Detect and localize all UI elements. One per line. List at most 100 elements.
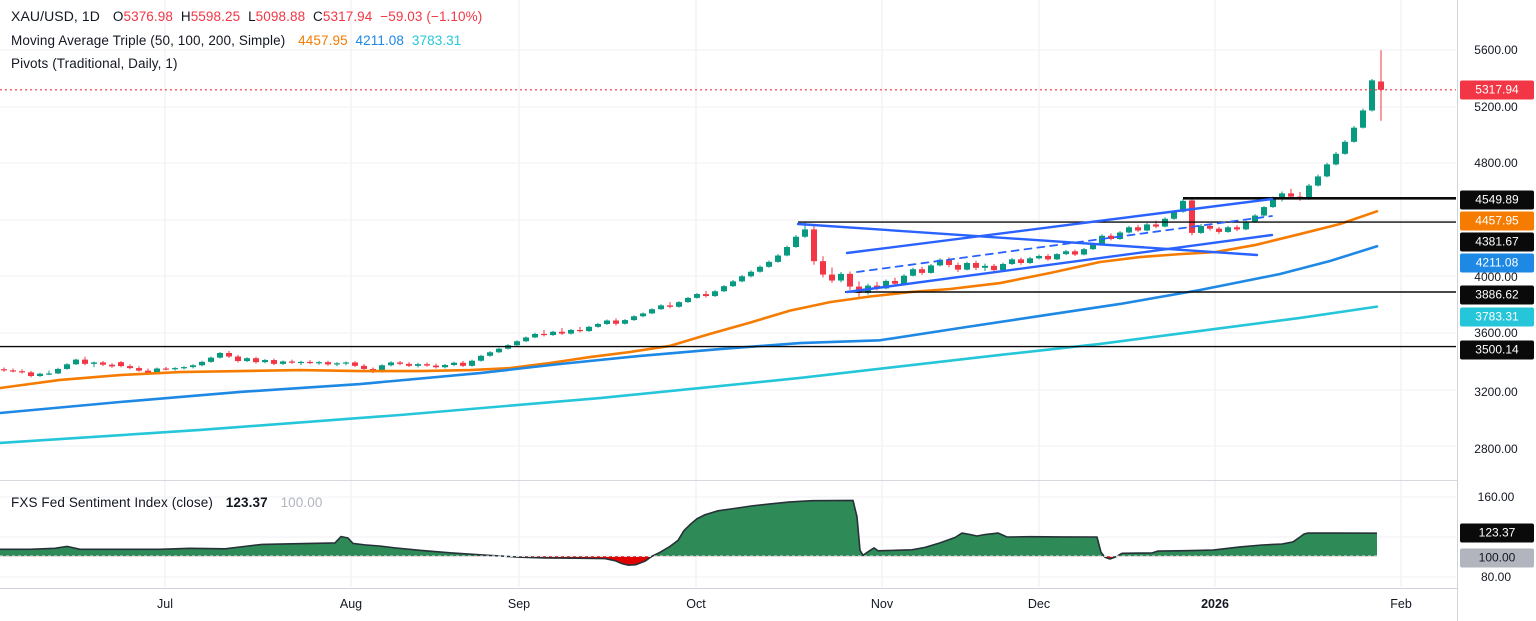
candle: [235, 354, 241, 363]
candle: [559, 327, 565, 336]
candle: [190, 364, 196, 369]
price-chart-canvas[interactable]: [0, 0, 1457, 621]
candle: [955, 262, 961, 273]
pivots-indicator-title[interactable]: Pivots (Traditional, Daily, 1): [11, 56, 178, 71]
candle: [901, 274, 907, 285]
candle: [415, 362, 421, 368]
candle: [46, 370, 52, 376]
candle: [577, 326, 583, 333]
candle: [64, 363, 70, 370]
price-axis-badge-4457.95: 4457.95: [1460, 211, 1534, 231]
price-axis[interactable]: 5600.00 5200.00 4800.00 4000.00 3600.00 3200.…: [1457, 0, 1536, 621]
candle: [244, 357, 250, 363]
candle: [1378, 50, 1384, 121]
ma-indicator-title[interactable]: Moving Average Triple (50, 100, 200, Sim…: [11, 33, 286, 48]
symbol-legend-row[interactable]: XAU/USD, 1D O5376.98 H5598.25 L5098.88 C…: [11, 8, 482, 24]
candle: [1081, 248, 1087, 256]
candle: [649, 308, 655, 315]
candle: [334, 362, 340, 367]
candle: [523, 336, 529, 343]
candle: [1144, 223, 1150, 232]
candle: [685, 296, 691, 303]
price-axis-badge-4549.89: 4549.89: [1460, 190, 1534, 210]
candle: [478, 354, 484, 362]
ma100-value: 4211.08: [355, 33, 405, 48]
candle: [307, 360, 313, 365]
candle: [217, 351, 223, 359]
candle: [775, 254, 781, 263]
candle: [388, 361, 394, 367]
candle: [703, 290, 709, 298]
price-axis-label-160.00: 160.00: [1477, 490, 1515, 504]
candle: [793, 235, 799, 248]
candle: [1054, 253, 1060, 261]
ohlc-high: H5598.25: [180, 9, 241, 24]
ma-line-100[interactable]: [0, 244, 1379, 415]
change-value: −59.03 (−1.10%): [380, 9, 483, 24]
candle: [1261, 206, 1267, 217]
candle: [1333, 151, 1339, 166]
candle: [676, 301, 682, 308]
ma-line-200[interactable]: [0, 305, 1379, 445]
candle: [1072, 249, 1078, 256]
price-axis-badge-3783.31: 3783.31: [1460, 307, 1534, 327]
trend-line-2[interactable]: [845, 233, 1274, 294]
ma50-value: 4457.95: [298, 33, 348, 48]
trend-line-dashed-mid[interactable]: [856, 215, 1273, 273]
candle: [748, 270, 754, 278]
candle: [91, 361, 97, 368]
candle: [469, 359, 475, 367]
candle: [397, 361, 403, 366]
symbol-title[interactable]: XAU/USD, 1D: [11, 8, 101, 24]
candle: [919, 266, 925, 275]
candle: [1315, 174, 1321, 187]
time-axis[interactable]: Jul Aug Sep Oct Nov Dec 2026 Feb: [0, 588, 1536, 621]
price-axis-label-80.00: 80.00: [1480, 570, 1512, 584]
candle: [10, 368, 16, 373]
candle: [28, 370, 34, 378]
candle: [460, 361, 466, 367]
candle: [739, 274, 745, 283]
candle: [343, 361, 349, 366]
ohlc-low: L5098.88: [248, 9, 306, 24]
candle: [37, 372, 43, 377]
ma-line-50[interactable]: [0, 210, 1379, 390]
candle: [118, 361, 124, 368]
ohlc-close: C5317.94: [313, 9, 373, 24]
trend-line-1[interactable]: [845, 197, 1274, 255]
candle: [424, 362, 430, 367]
price-axis-badge-3500.14: 3500.14: [1460, 340, 1534, 360]
candle: [1, 367, 7, 372]
sentiment-indicator-title[interactable]: FXS Fed Sentiment Index (close): [11, 495, 213, 510]
ohlc-open: O5376.98: [112, 9, 173, 24]
candle: [568, 328, 574, 335]
sentiment-legend-row[interactable]: FXS Fed Sentiment Index (close) 123.37 1…: [11, 495, 322, 510]
candle: [982, 263, 988, 272]
pane-separator[interactable]: [0, 480, 1536, 481]
candle: [586, 325, 592, 332]
price-axis-badge-123.37: 123.37: [1460, 523, 1534, 543]
candle: [784, 245, 790, 257]
candle: [892, 277, 898, 286]
candle: [1135, 224, 1141, 232]
candle: [1189, 196, 1195, 236]
pivots-indicator-legend-row[interactable]: Pivots (Traditional, Daily, 1): [11, 56, 178, 71]
candle: [163, 366, 169, 371]
price-axis-badge-100.00: 100.00: [1460, 548, 1534, 568]
trend-line-0[interactable]: [796, 222, 1259, 257]
candle: [757, 265, 763, 273]
candle: [1324, 162, 1330, 178]
candle: [973, 260, 979, 271]
sentiment-positive-area: [0, 500, 1377, 557]
candle: [496, 347, 502, 354]
candle: [406, 362, 412, 368]
candle: [199, 360, 205, 367]
candle: [298, 360, 304, 365]
price-axis-label-3600.00: 3600.00: [1474, 326, 1518, 340]
ma-indicator-legend-row[interactable]: Moving Average Triple (50, 100, 200, Sim…: [11, 33, 461, 48]
candle: [487, 351, 493, 357]
candle: [937, 258, 943, 267]
candle: [694, 292, 700, 299]
candle: [109, 363, 115, 368]
